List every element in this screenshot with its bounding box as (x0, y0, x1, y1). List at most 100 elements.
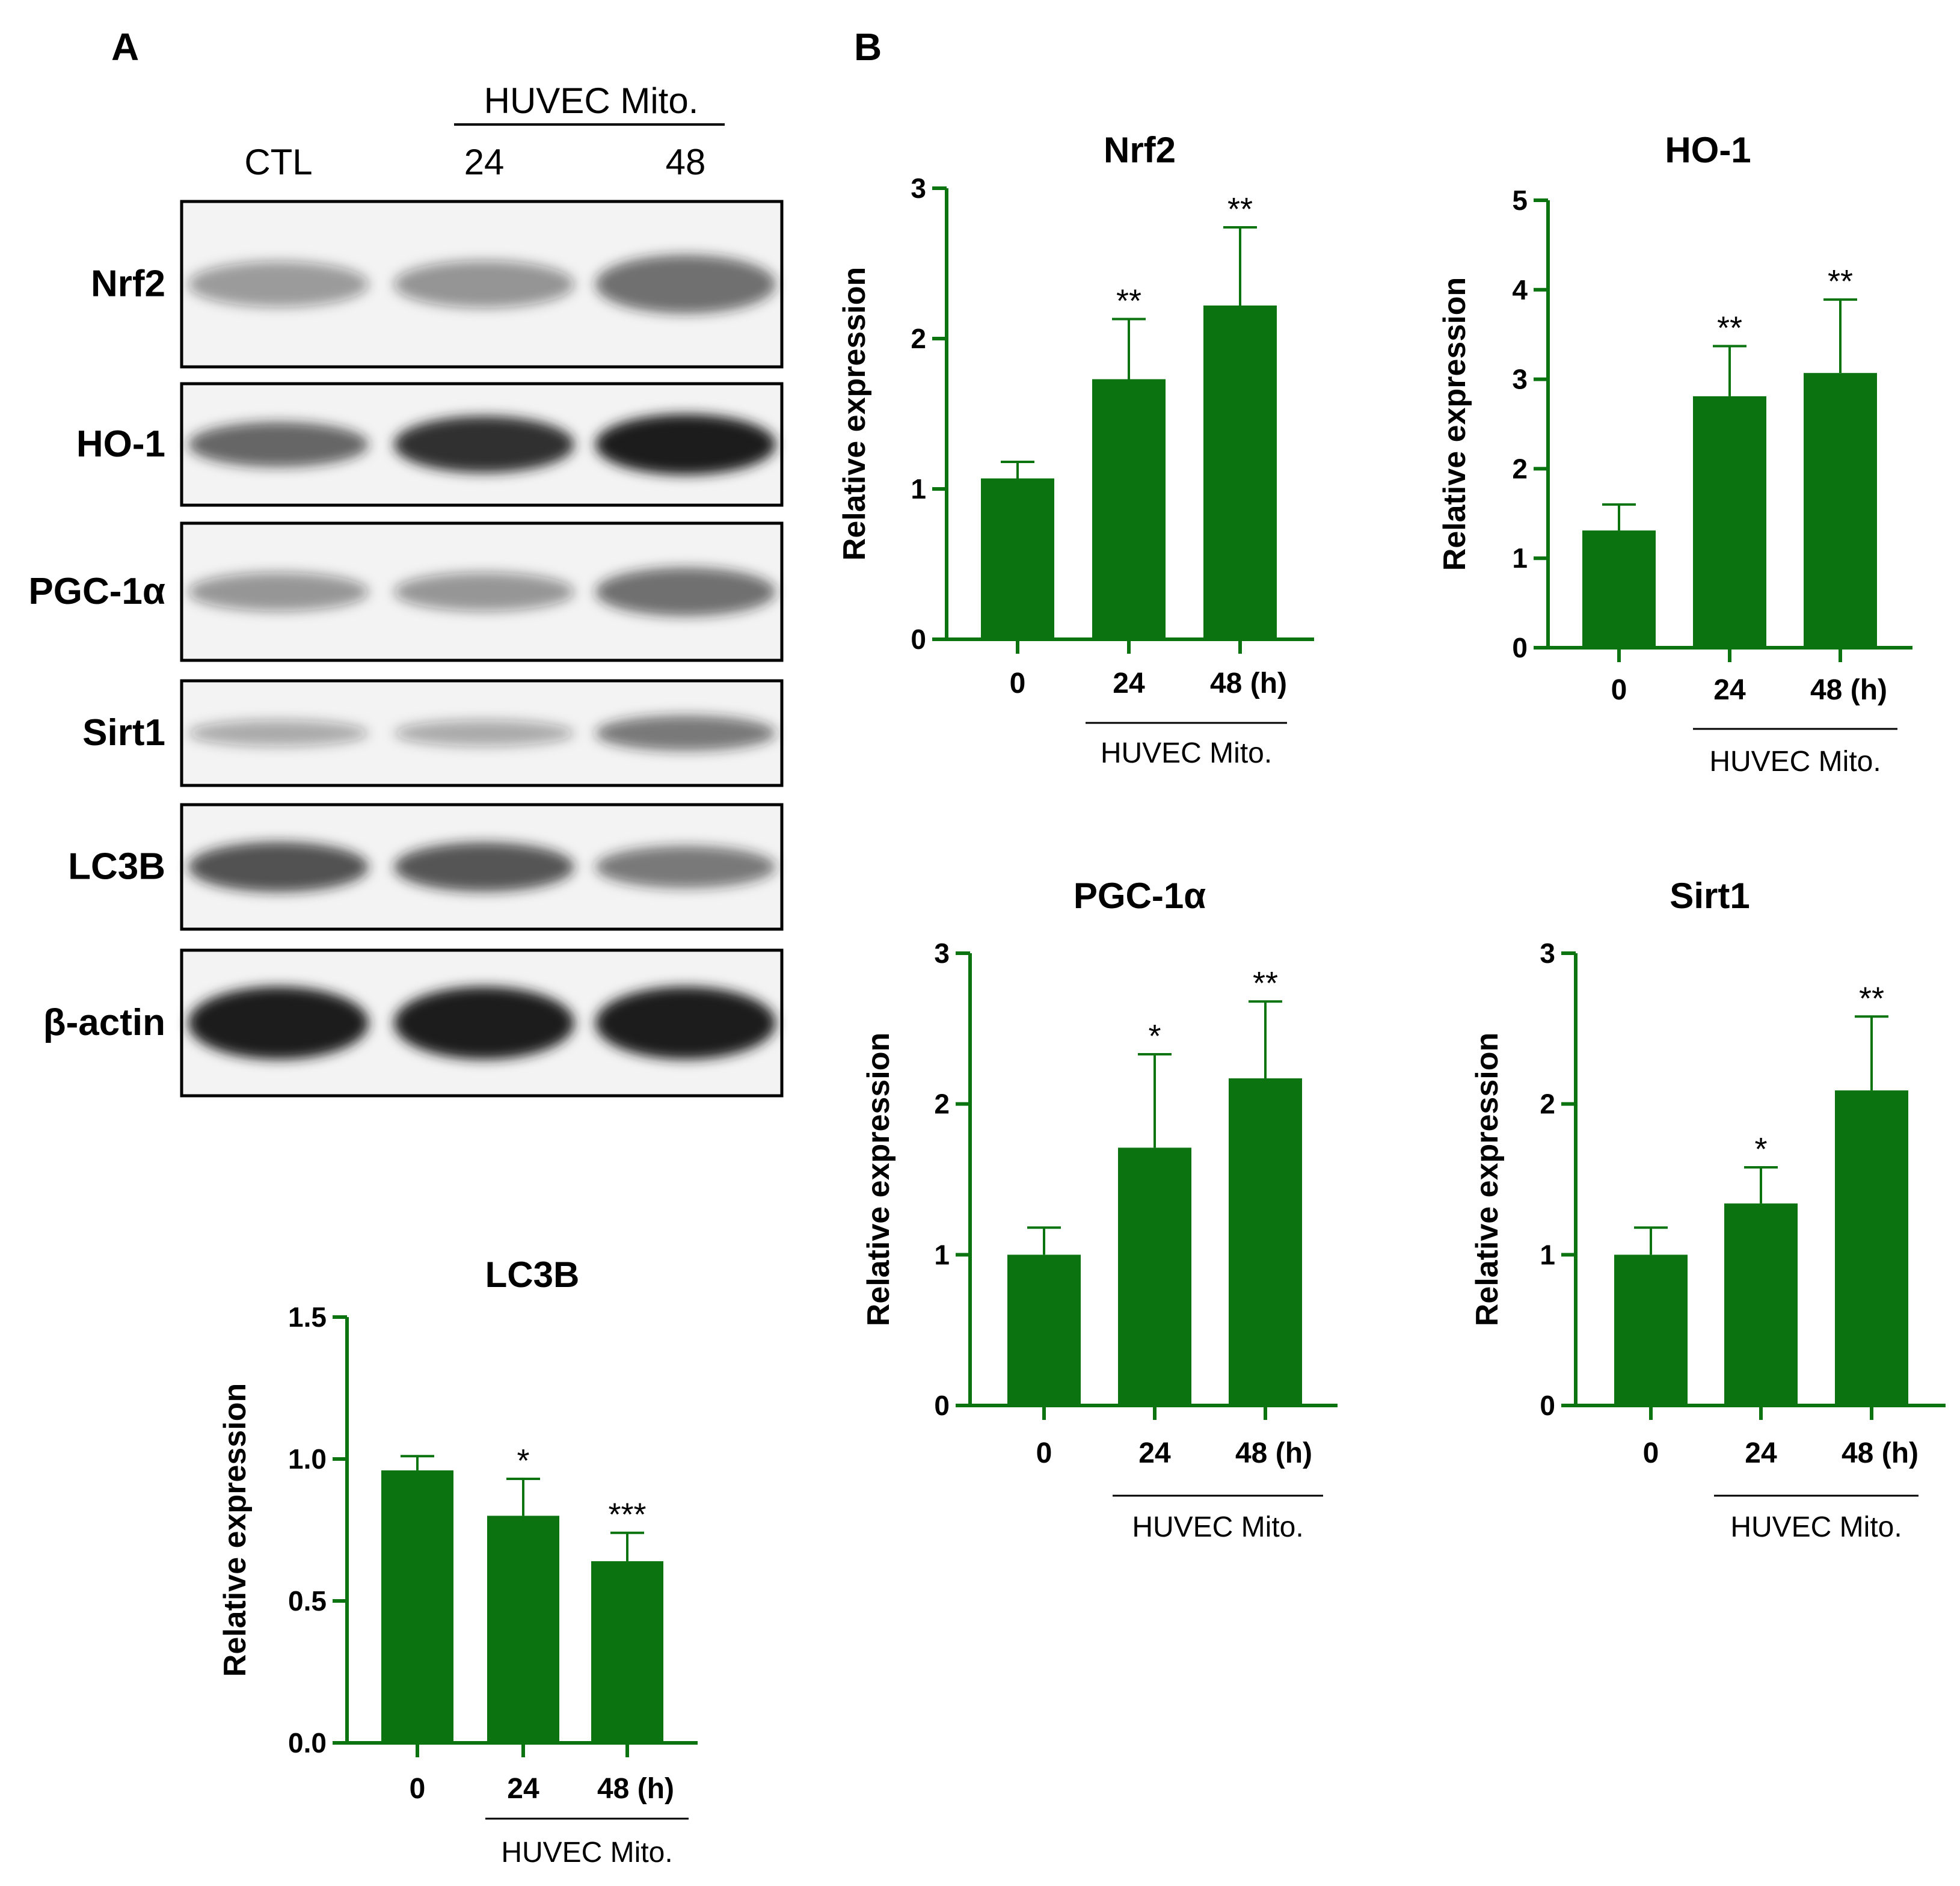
bar-24 (1118, 1147, 1191, 1405)
y-tick-label: 2 (1512, 453, 1528, 484)
blot-row-pgc-1: PGC-1α (28, 521, 784, 662)
chart-title: Nrf2 (1104, 130, 1176, 170)
bar-0 (1614, 1255, 1688, 1405)
blot-row-label: HO-1 (76, 423, 165, 465)
significance-marker: * (517, 1443, 529, 1479)
y-tick-label: 1 (1512, 542, 1528, 574)
chart-title: LC3B (485, 1255, 580, 1295)
y-tick-label: 0 (1512, 632, 1528, 663)
group-label: HUVEC Mito. (1709, 746, 1881, 778)
y-tick-label: 2 (911, 323, 926, 354)
significance-marker: ** (1116, 283, 1141, 319)
blot-band-nrf2-2 (595, 254, 776, 314)
y-tick-label: 4 (1512, 274, 1528, 306)
y-axis-label: Relative expression (218, 1383, 253, 1677)
y-axis-label: Relative expression (1437, 277, 1472, 571)
blot-band-ho-1-0 (188, 422, 369, 467)
blot-band-pgc-1-2 (595, 567, 776, 616)
blot-band-actin-2 (595, 986, 776, 1060)
significance-marker: ** (1859, 980, 1884, 1016)
y-tick-label: 0 (1540, 1390, 1555, 1421)
x-tick-label: 0 (1010, 668, 1026, 699)
x-tick-label: 0 (1036, 1437, 1052, 1469)
y-tick-label: 0 (911, 624, 926, 655)
significance-marker: ** (1828, 263, 1853, 299)
blot-row-lc3b: LC3B (68, 803, 784, 931)
x-tick-label: 48 (h) (1810, 674, 1887, 706)
chart-pgc1a: PGC-1α 0 1 2 3 Relative expression 0 * 24 ** 48 (h… (861, 876, 1338, 1543)
bar-0 (1007, 1255, 1081, 1405)
blot-band-lc3b-1 (394, 842, 574, 892)
group-label: HUVEC Mito. (1132, 1511, 1303, 1543)
blot-row-ho-1: HO-1 (76, 382, 784, 507)
y-tick-label: 1.0 (288, 1443, 327, 1475)
bar-0 (381, 1470, 453, 1743)
group-label: HUVEC Mito. (1730, 1511, 1902, 1543)
bar-48-h (1229, 1078, 1302, 1405)
y-tick-label: 3 (1512, 364, 1528, 395)
blot-band-nrf2-1 (394, 260, 574, 308)
y-tick-label: 1 (934, 1239, 950, 1270)
bar-48-h (1203, 306, 1277, 639)
x-tick-label: 0 (1611, 674, 1627, 706)
y-tick-label: 0.0 (288, 1727, 327, 1759)
y-axis-label: Relative expression (861, 1033, 896, 1326)
significance-marker: ** (1227, 191, 1253, 227)
x-tick-label: 48 (h) (597, 1773, 674, 1805)
blot-band-lc3b-2 (595, 846, 776, 888)
x-tick-label: 48 (h) (1235, 1437, 1312, 1469)
chart-lc3b: LC3B 0.0 0.5 1.0 1.5 Relative expression 0 * 24 *… (218, 1255, 698, 1869)
blot-group-label: HUVEC Mito. (484, 81, 699, 121)
y-axis-label: Relative expression (1470, 1033, 1505, 1326)
bar-24 (1693, 396, 1766, 648)
group-label: HUVEC Mito. (1101, 737, 1272, 769)
chart-title: HO-1 (1665, 130, 1751, 170)
chart-title: Sirt1 (1670, 876, 1750, 916)
blot-band-ho-1-1 (394, 416, 574, 473)
blot-band-lc3b-0 (188, 841, 369, 892)
bar-24 (1092, 379, 1166, 639)
blot-row-label: Nrf2 (91, 263, 165, 305)
x-tick-label: 48 (h) (1842, 1437, 1919, 1469)
blot-band-actin-1 (394, 986, 574, 1060)
bar-24 (1724, 1203, 1798, 1405)
bar-48-h (1804, 373, 1877, 648)
y-tick-label: 5 (1512, 185, 1528, 216)
significance-marker: ** (1253, 965, 1278, 1001)
blot-row-actin: β-actin (43, 948, 784, 1098)
x-tick-label: 24 (1745, 1437, 1777, 1469)
western-blot: HUVEC Mito. CTL 24 48 Nrf2 HO-1 PGC-1α Sirt… (28, 81, 784, 1098)
significance-marker: *** (608, 1497, 646, 1533)
panel-label-a: A (111, 25, 139, 69)
blot-band-actin-0 (188, 986, 369, 1060)
y-tick-label: 0.5 (288, 1585, 327, 1617)
blot-row-label: Sirt1 (82, 712, 165, 754)
y-axis-label: Relative expression (837, 267, 872, 561)
blot-row-nrf2: Nrf2 (91, 200, 784, 369)
x-tick-label: 24 (1713, 674, 1746, 706)
bar-24 (487, 1516, 559, 1743)
group-label: HUVEC Mito. (501, 1837, 672, 1869)
blot-lane-label-48: 48 (666, 142, 706, 182)
y-tick-label: 1.5 (288, 1301, 327, 1333)
x-tick-label: 48 (h) (1210, 668, 1287, 699)
y-tick-label: 2 (934, 1089, 950, 1120)
significance-marker: ** (1717, 310, 1742, 346)
blot-lane-label-ctl: CTL (244, 142, 312, 182)
significance-marker: * (1754, 1131, 1767, 1167)
x-tick-label: 24 (507, 1773, 539, 1805)
blot-band-sirt1-0 (188, 720, 369, 746)
bar-0 (1582, 530, 1656, 648)
x-tick-label: 24 (1138, 1437, 1171, 1469)
x-tick-label: 0 (410, 1773, 426, 1805)
y-tick-label: 3 (911, 173, 926, 204)
blot-row-label: PGC-1α (28, 571, 165, 612)
blot-row-sirt1: Sirt1 (82, 679, 784, 787)
blot-band-sirt1-1 (394, 720, 574, 746)
bar-48-h (591, 1561, 663, 1743)
bar-0 (981, 478, 1054, 639)
y-tick-label: 2 (1540, 1089, 1555, 1120)
x-tick-label: 24 (1113, 668, 1145, 699)
y-tick-label: 1 (911, 473, 926, 505)
